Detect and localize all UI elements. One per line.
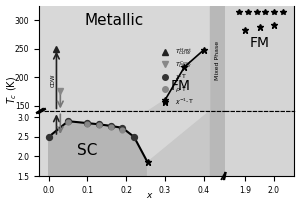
Bar	[210, 6, 225, 111]
Point	[132, 135, 136, 138]
Point	[66, 121, 70, 124]
Point	[120, 126, 125, 129]
Point	[97, 124, 101, 127]
Point	[108, 126, 113, 129]
Text: FM: FM	[171, 79, 190, 93]
Point	[46, 135, 51, 138]
Text: $T_c$ (K): $T_c$ (K)	[5, 76, 19, 104]
Text: $T_{CDW}^{\,Heat}$: $T_{CDW}^{\,Heat}$	[175, 46, 192, 57]
Text: $x$: $x$	[146, 191, 154, 200]
Point	[85, 123, 90, 126]
Point	[120, 128, 125, 131]
Text: Mixed Phase: Mixed Phase	[215, 41, 220, 80]
Point	[97, 123, 101, 126]
Point	[66, 120, 70, 123]
Polygon shape	[49, 121, 148, 176]
Text: CDW: CDW	[51, 73, 56, 87]
Text: $T_{CDW}^{\,Cool}$: $T_{CDW}^{\,Cool}$	[175, 59, 191, 70]
Bar	[210, 111, 225, 176]
Text: SC: SC	[77, 143, 98, 158]
Polygon shape	[148, 111, 210, 176]
Point	[108, 124, 113, 127]
Text: $\chi$-T: $\chi$-T	[175, 72, 187, 81]
Text: FM: FM	[250, 36, 270, 50]
Text: $\rho$-T: $\rho$-T	[175, 85, 187, 94]
Polygon shape	[148, 50, 210, 111]
Text: Metallic: Metallic	[85, 13, 144, 28]
Point	[85, 122, 90, 125]
Text: $\chi^{-1}$-T: $\chi^{-1}$-T	[175, 97, 194, 107]
